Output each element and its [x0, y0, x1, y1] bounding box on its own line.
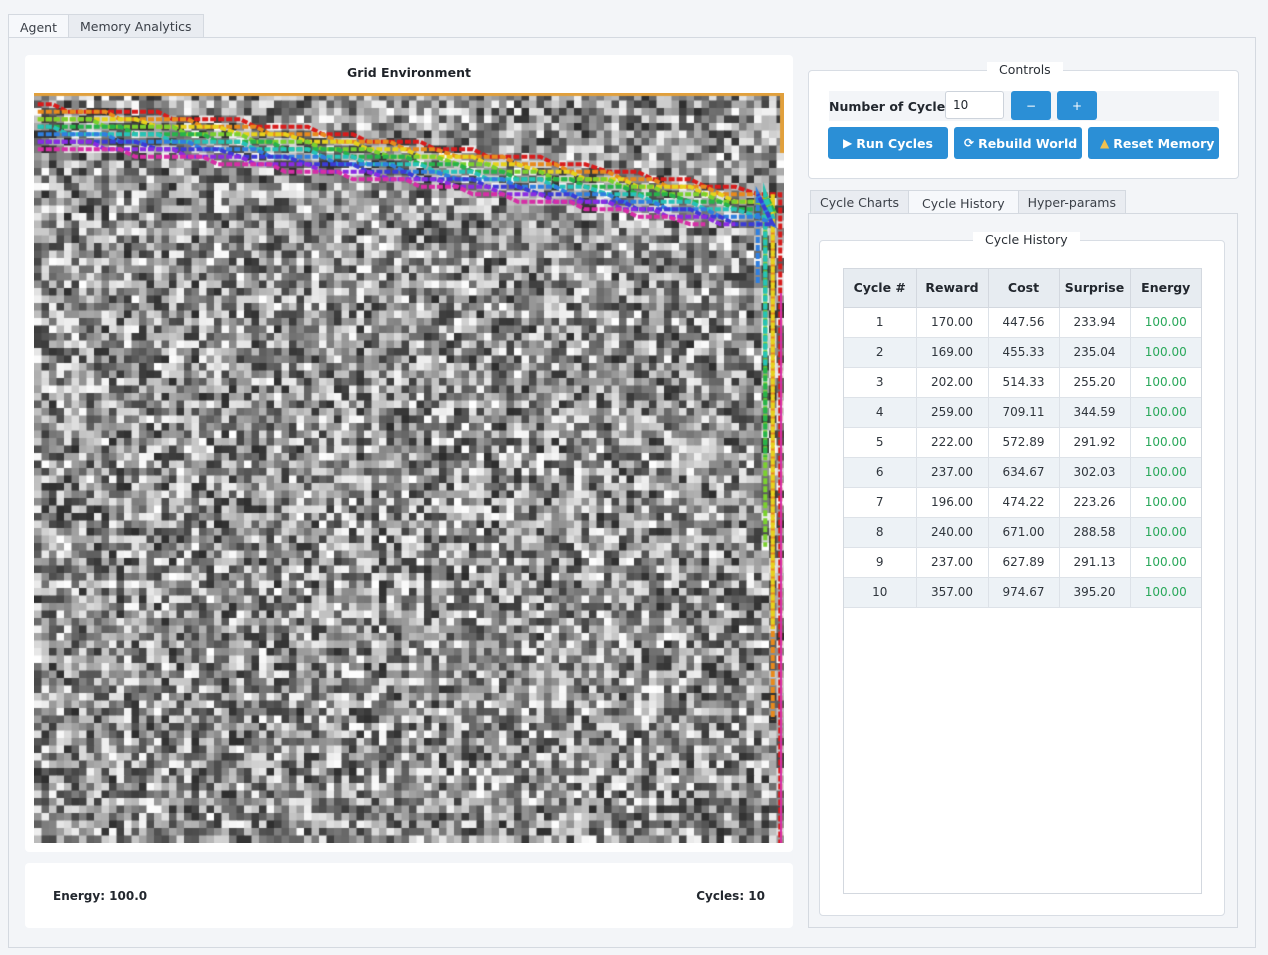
- cell-cost: 474.22: [988, 487, 1060, 518]
- cell-reward: 202.00: [916, 367, 989, 398]
- tab-hyper-params[interactable]: Hyper-params: [1017, 190, 1126, 214]
- cycle-history-table: Cycle # Reward Cost Surprise Energy 1 17…: [844, 269, 1201, 608]
- table-row[interactable]: 8 240.00 671.00 288.58 100.00: [844, 517, 1201, 548]
- reset-memory-label: Reset Memory: [1113, 135, 1215, 151]
- controls-title: Controls: [987, 62, 1063, 77]
- cell-surprise: 255.20: [1059, 367, 1131, 398]
- cell-energy: 100.00: [1130, 517, 1201, 548]
- cell-reward: 237.00: [916, 547, 989, 578]
- tab-agent[interactable]: Agent: [8, 14, 69, 39]
- cell-cost: 572.89: [988, 427, 1060, 458]
- cell-cycle: 4: [844, 397, 917, 428]
- cell-surprise: 235.04: [1059, 337, 1131, 368]
- table-row[interactable]: 6 237.00 634.67 302.03 100.00: [844, 457, 1201, 488]
- column-header-surprise[interactable]: Surprise: [1059, 269, 1131, 308]
- cell-cycle: 10: [844, 577, 917, 608]
- cell-surprise: 288.58: [1059, 517, 1131, 548]
- cell-energy: 100.00: [1130, 577, 1201, 608]
- cell-cost: 455.33: [988, 337, 1060, 368]
- table-row[interactable]: 1 170.00 447.56 233.94 100.00: [844, 307, 1201, 338]
- cell-cost: 514.33: [988, 367, 1060, 398]
- cell-surprise: 344.59: [1059, 397, 1131, 428]
- rebuild-world-label: Rebuild World: [978, 135, 1078, 151]
- cell-cycle: 6: [844, 457, 917, 488]
- main-tab-bar: Agent Memory Analytics: [8, 14, 204, 39]
- controls-group: Controls Number of Cycles: − + ▶ Run Cyc…: [808, 62, 1239, 179]
- cycle-history-title: Cycle History: [973, 232, 1080, 247]
- cell-cost: 974.67: [988, 577, 1060, 608]
- cell-cost: 709.11: [988, 397, 1060, 428]
- cell-cost: 671.00: [988, 517, 1060, 548]
- cell-reward: 170.00: [916, 307, 989, 338]
- grid-title: Grid Environment: [347, 65, 471, 80]
- cell-cycle: 5: [844, 427, 917, 458]
- grid-environment-panel: Grid Environment: [25, 55, 793, 852]
- run-cycles-label: Run Cycles: [856, 135, 933, 151]
- table-row[interactable]: 10 357.00 974.67 395.20 100.00: [844, 577, 1201, 608]
- play-icon: ▶: [843, 136, 853, 150]
- energy-readout: Energy: 100.0: [53, 889, 148, 903]
- cell-energy: 100.00: [1130, 307, 1201, 338]
- tab-memory-analytics[interactable]: Memory Analytics: [68, 14, 204, 38]
- cell-energy: 100.00: [1130, 487, 1201, 518]
- cycles-row: Number of Cycles: − +: [829, 91, 1219, 121]
- tab-cycle-history[interactable]: Cycle History: [908, 190, 1019, 215]
- cycle-history-group: Cycle History Cycle # Reward Cost Surpri…: [819, 232, 1225, 916]
- cell-energy: 100.00: [1130, 457, 1201, 488]
- column-header-energy[interactable]: Energy: [1130, 269, 1201, 308]
- column-header-cost[interactable]: Cost: [988, 269, 1060, 308]
- cycles-readout: Cycles: 10: [696, 889, 765, 903]
- cell-reward: 196.00: [916, 487, 989, 518]
- cell-surprise: 302.03: [1059, 457, 1131, 488]
- cell-surprise: 291.13: [1059, 547, 1131, 578]
- tab-cycle-charts[interactable]: Cycle Charts: [810, 190, 909, 214]
- reset-memory-button[interactable]: ▲ Reset Memory: [1088, 127, 1219, 159]
- table-row[interactable]: 9 237.00 627.89 291.13 100.00: [844, 547, 1201, 578]
- cell-cycle: 9: [844, 547, 917, 578]
- table-header-row: Cycle # Reward Cost Surprise Energy: [844, 269, 1201, 308]
- cell-cost: 627.89: [988, 547, 1060, 578]
- run-cycles-button[interactable]: ▶ Run Cycles: [828, 127, 948, 159]
- cell-reward: 357.00: [916, 577, 989, 608]
- column-header-reward[interactable]: Reward: [916, 269, 989, 308]
- broom-icon: ▲: [1100, 136, 1110, 150]
- cell-cycle: 1: [844, 307, 917, 338]
- table-row[interactable]: 3 202.00 514.33 255.20 100.00: [844, 367, 1201, 398]
- cell-reward: 240.00: [916, 517, 989, 548]
- grid-environment-canvas[interactable]: [34, 93, 784, 843]
- cell-reward: 169.00: [916, 337, 989, 368]
- cell-cycle: 8: [844, 517, 917, 548]
- cell-cost: 634.67: [988, 457, 1060, 488]
- cell-cycle: 7: [844, 487, 917, 518]
- cell-energy: 100.00: [1130, 427, 1201, 458]
- cycle-history-table-container[interactable]: Cycle # Reward Cost Surprise Energy 1 17…: [843, 268, 1202, 894]
- table-row[interactable]: 7 196.00 474.22 223.26 100.00: [844, 487, 1201, 518]
- increment-button[interactable]: +: [1057, 91, 1097, 120]
- rebuild-world-button[interactable]: ⟳ Rebuild World: [954, 127, 1082, 159]
- cell-energy: 100.00: [1130, 337, 1201, 368]
- table-row[interactable]: 5 222.00 572.89 291.92 100.00: [844, 427, 1201, 458]
- table-row[interactable]: 2 169.00 455.33 235.04 100.00: [844, 337, 1201, 368]
- cell-reward: 222.00: [916, 427, 989, 458]
- status-bar: Energy: 100.0 Cycles: 10: [25, 863, 793, 928]
- refresh-icon: ⟳: [964, 136, 975, 150]
- cell-surprise: 223.26: [1059, 487, 1131, 518]
- cell-cycle: 3: [844, 367, 917, 398]
- cell-energy: 100.00: [1130, 547, 1201, 578]
- cell-surprise: 233.94: [1059, 307, 1131, 338]
- cell-energy: 100.00: [1130, 397, 1201, 428]
- decrement-button[interactable]: −: [1011, 91, 1051, 120]
- cell-surprise: 395.20: [1059, 577, 1131, 608]
- cell-reward: 259.00: [916, 397, 989, 428]
- column-header-cycle[interactable]: Cycle #: [844, 269, 917, 308]
- cell-reward: 237.00: [916, 457, 989, 488]
- cell-cost: 447.56: [988, 307, 1060, 338]
- sub-tab-bar: Cycle Charts Cycle History Hyper-params: [810, 190, 1126, 215]
- cell-cycle: 2: [844, 337, 917, 368]
- cell-energy: 100.00: [1130, 367, 1201, 398]
- cycles-input[interactable]: [945, 91, 1004, 119]
- table-row[interactable]: 4 259.00 709.11 344.59 100.00: [844, 397, 1201, 428]
- cell-surprise: 291.92: [1059, 427, 1131, 458]
- cycles-label: Number of Cycles:: [829, 99, 958, 114]
